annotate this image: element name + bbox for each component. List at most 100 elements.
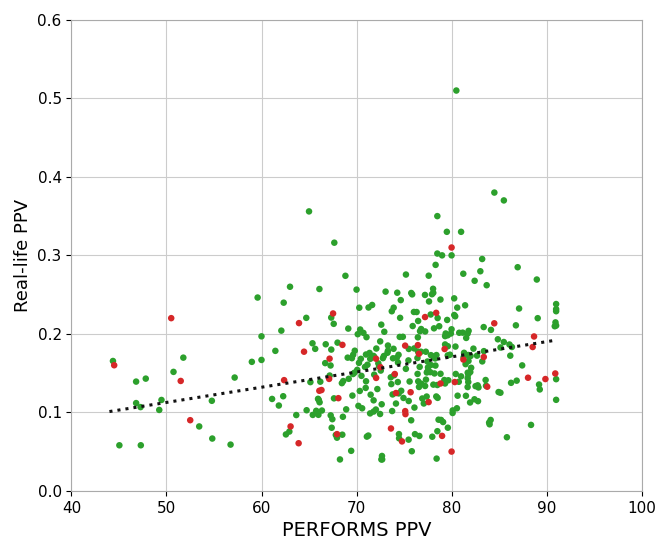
Point: [267, 394, 277, 403]
Point: [462, 374, 473, 383]
Point: [440, 340, 450, 349]
Point: [419, 290, 430, 299]
Point: [247, 357, 257, 366]
Point: [328, 309, 338, 318]
Point: [364, 409, 375, 418]
Point: [394, 434, 405, 443]
Point: [229, 373, 240, 382]
Point: [369, 351, 379, 360]
Point: [498, 337, 509, 346]
Point: [388, 354, 399, 363]
Point: [462, 329, 473, 338]
Point: [369, 370, 380, 379]
Point: [425, 361, 436, 370]
Point: [328, 320, 339, 329]
Point: [412, 353, 423, 362]
Point: [469, 276, 480, 285]
Point: [540, 375, 551, 383]
Point: [206, 396, 217, 405]
Point: [485, 416, 496, 424]
Point: [432, 314, 443, 322]
Point: [462, 383, 473, 392]
Point: [328, 394, 339, 403]
Point: [400, 410, 411, 419]
Point: [406, 289, 417, 297]
Point: [451, 86, 462, 95]
Point: [273, 401, 284, 410]
Point: [511, 376, 522, 385]
Point: [353, 402, 364, 411]
Point: [432, 427, 443, 435]
Point: [364, 348, 375, 357]
Point: [477, 357, 488, 366]
Point: [185, 416, 196, 424]
Point: [403, 397, 414, 406]
Point: [412, 370, 423, 378]
Point: [291, 411, 302, 419]
Point: [445, 350, 456, 359]
Point: [507, 342, 517, 351]
Point: [413, 333, 423, 342]
Point: [434, 322, 445, 331]
Point: [387, 407, 397, 416]
Point: [350, 346, 360, 355]
Point: [379, 352, 389, 361]
Point: [450, 342, 461, 351]
Point: [346, 354, 357, 363]
Point: [336, 379, 347, 388]
Point: [415, 347, 426, 356]
Point: [166, 314, 177, 322]
Point: [337, 430, 348, 439]
Point: [395, 314, 405, 322]
Point: [432, 393, 443, 402]
Point: [550, 369, 561, 378]
Point: [397, 332, 408, 341]
Point: [358, 329, 369, 337]
Point: [406, 416, 417, 425]
Point: [472, 397, 483, 406]
Point: [466, 363, 476, 372]
Point: [415, 327, 425, 336]
Point: [413, 377, 423, 386]
Point: [442, 331, 453, 340]
Point: [299, 347, 310, 356]
Point: [293, 439, 304, 448]
Point: [459, 348, 470, 357]
Point: [397, 437, 407, 446]
Point: [407, 447, 417, 456]
Point: [442, 227, 452, 236]
Point: [332, 338, 343, 347]
Point: [381, 287, 391, 296]
Point: [460, 391, 471, 400]
Point: [470, 382, 481, 391]
Point: [423, 363, 433, 372]
Point: [423, 297, 434, 306]
Point: [438, 418, 448, 427]
Point: [440, 329, 451, 338]
Point: [415, 379, 425, 388]
Point: [448, 408, 458, 417]
Point: [437, 251, 448, 260]
Point: [178, 353, 189, 362]
Point: [325, 361, 336, 370]
Point: [176, 377, 186, 386]
Point: [489, 188, 500, 197]
Point: [362, 360, 373, 369]
Point: [443, 376, 454, 384]
Point: [465, 352, 476, 361]
Point: [440, 332, 450, 341]
Point: [316, 386, 327, 394]
Point: [425, 368, 436, 377]
Point: [369, 396, 379, 405]
Point: [430, 260, 441, 269]
Point: [505, 351, 516, 360]
Point: [421, 392, 432, 401]
Point: [131, 399, 141, 408]
Point: [421, 347, 431, 356]
Point: [460, 360, 471, 368]
Point: [342, 353, 353, 362]
Point: [314, 386, 325, 395]
Point: [311, 407, 322, 416]
Point: [278, 298, 289, 307]
Point: [504, 340, 515, 349]
